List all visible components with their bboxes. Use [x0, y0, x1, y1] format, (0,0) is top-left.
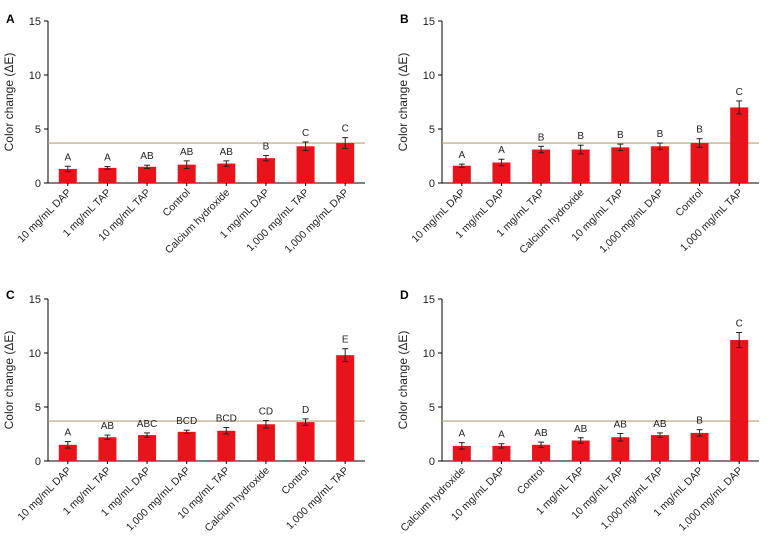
panel-label: B: [400, 12, 409, 26]
bar: [296, 422, 315, 461]
bar: [452, 165, 471, 183]
panel-label: C: [6, 288, 15, 302]
bar: [532, 149, 551, 183]
y-tick-label: 15: [29, 294, 41, 306]
bar: [571, 440, 590, 461]
y-tick-label: 15: [423, 16, 435, 28]
y-tick-label: 0: [429, 456, 435, 468]
y-tick-label: 5: [429, 402, 435, 414]
x-tick-label: Calcium hydroxide: [398, 465, 468, 535]
significance-label: ABC: [137, 419, 158, 430]
significance-label: A: [498, 430, 505, 441]
x-tick-label: Control: [515, 465, 547, 497]
significance-label: B: [657, 129, 664, 140]
bar: [571, 149, 590, 183]
bar: [58, 444, 77, 461]
y-axis-title: Color change (ΔE): [396, 331, 410, 430]
y-tick-label: 15: [423, 294, 435, 306]
bar: [177, 431, 196, 461]
panel-label: D: [400, 288, 409, 302]
significance-label: A: [458, 150, 465, 161]
bar: [650, 435, 669, 461]
significance-label: E: [342, 335, 349, 346]
x-tick-label: Control: [279, 465, 311, 497]
significance-label: B: [617, 130, 624, 141]
significance-label: AB: [140, 151, 154, 162]
significance-label: AB: [653, 419, 667, 430]
significance-label: AB: [614, 419, 628, 430]
significance-label: C: [302, 128, 309, 139]
significance-label: B: [263, 141, 270, 152]
bar: [177, 164, 196, 183]
bar: [690, 143, 709, 183]
y-tick-label: 10: [29, 348, 41, 360]
bar: [611, 147, 630, 183]
x-tick-label: Control: [673, 187, 705, 219]
bar: [532, 444, 551, 461]
bar: [730, 340, 749, 461]
significance-label: C: [736, 87, 743, 98]
bar: [256, 158, 275, 183]
significance-label: AB: [534, 428, 548, 439]
significance-label: A: [498, 145, 505, 156]
y-tick-label: 15: [29, 16, 41, 28]
significance-label: BCD: [176, 416, 197, 427]
y-tick-label: 10: [423, 348, 435, 360]
bar: [138, 166, 157, 183]
bar: [730, 107, 749, 183]
bar: [58, 168, 77, 183]
bar: [296, 146, 315, 183]
bar: [217, 430, 236, 461]
significance-label: B: [577, 131, 584, 142]
significance-label: AB: [101, 421, 115, 432]
y-axis-title: Color change (ΔE): [2, 53, 16, 152]
y-tick-label: 10: [29, 70, 41, 82]
significance-label: B: [538, 132, 545, 143]
significance-label: D: [302, 405, 309, 416]
bar: [98, 167, 117, 183]
y-tick-label: 0: [35, 456, 41, 468]
significance-label: A: [64, 152, 71, 163]
bar: [98, 437, 117, 461]
bar: [492, 445, 511, 461]
significance-label: A: [458, 429, 465, 440]
significance-label: C: [342, 124, 349, 135]
significance-label: AB: [220, 147, 234, 158]
y-axis-title: Color change (ΔE): [2, 331, 16, 430]
bar: [217, 163, 236, 183]
y-axis-title: Color change (ΔE): [396, 53, 410, 152]
y-tick-label: 0: [35, 178, 41, 190]
panel-label: A: [6, 12, 15, 26]
y-tick-label: 0: [429, 178, 435, 190]
significance-label: A: [64, 428, 71, 439]
y-tick-label: 5: [35, 124, 41, 136]
significance-label: A: [104, 153, 111, 164]
significance-label: CD: [259, 407, 273, 418]
bar: [336, 143, 355, 183]
significance-label: C: [736, 318, 743, 329]
significance-label: B: [696, 416, 703, 427]
panel-d: D Color change (ΔE) 0 5 10 15 A Calcium hydroxi…: [396, 288, 759, 534]
bar: [452, 445, 471, 461]
y-tick-label: 10: [423, 70, 435, 82]
bar: [611, 437, 630, 461]
significance-label: AB: [180, 147, 194, 158]
significance-label: AB: [574, 424, 588, 435]
bar: [650, 146, 669, 183]
significance-label: BCD: [216, 414, 237, 425]
bar: [256, 424, 275, 461]
bar: [336, 355, 355, 461]
bar: [690, 432, 709, 461]
x-tick-label: Control: [160, 187, 192, 219]
bar: [138, 435, 157, 461]
bar: [492, 162, 511, 183]
y-tick-label: 5: [35, 402, 41, 414]
y-tick-label: 5: [429, 124, 435, 136]
significance-label: B: [696, 125, 703, 136]
